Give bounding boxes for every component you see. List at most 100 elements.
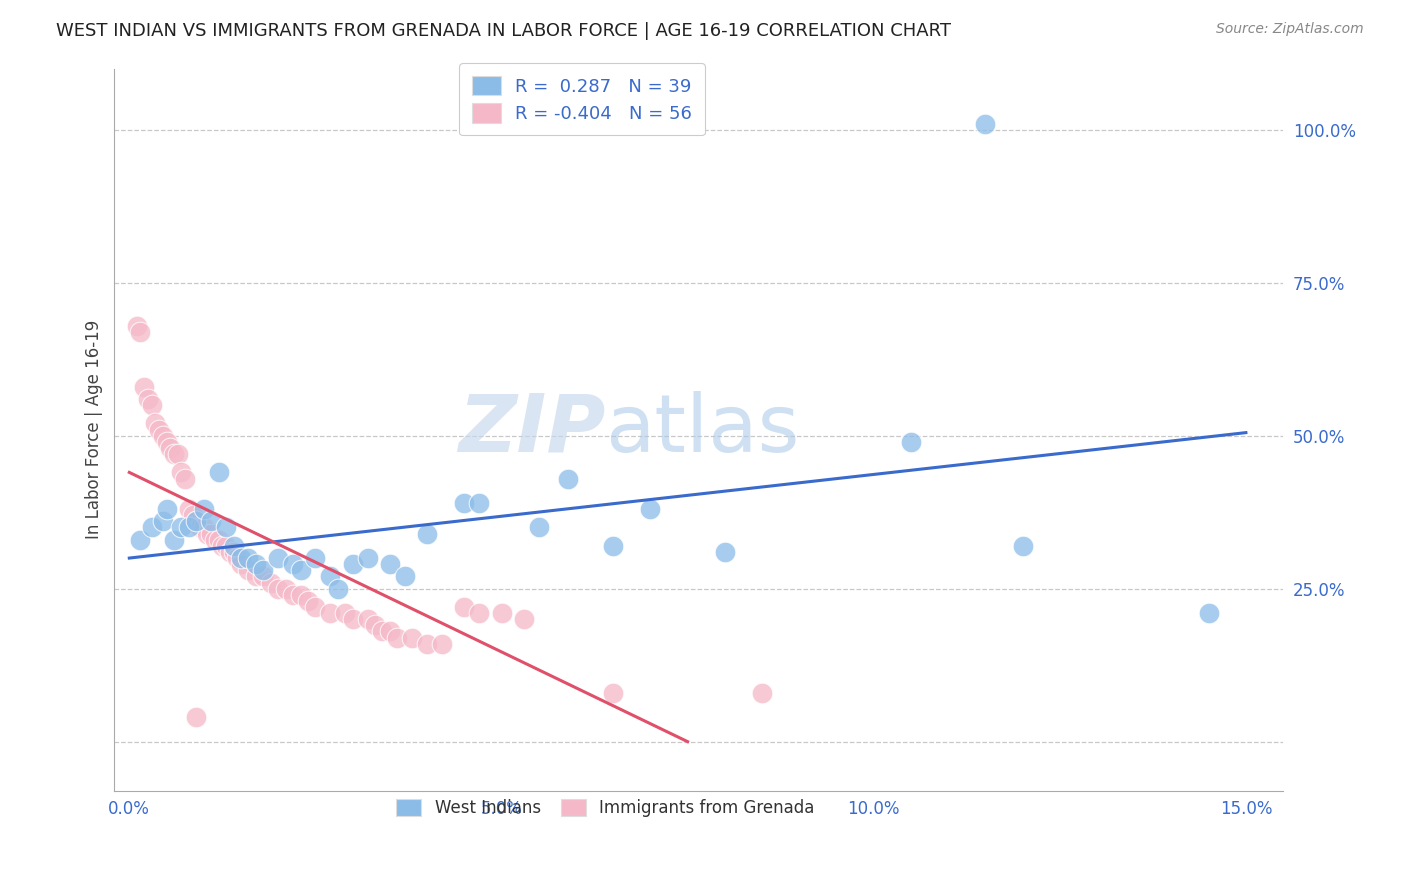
Point — [274, 582, 297, 596]
Point — [304, 600, 326, 615]
Point — [453, 600, 475, 615]
Point — [200, 526, 222, 541]
Text: atlas: atlas — [605, 391, 800, 468]
Legend: West Indians, Immigrants from Grenada: West Indians, Immigrants from Grenada — [388, 791, 823, 826]
Point — [326, 582, 349, 596]
Point — [129, 533, 152, 547]
Point — [557, 471, 579, 485]
Point — [177, 502, 200, 516]
Point — [141, 398, 163, 412]
Point — [281, 557, 304, 571]
Point — [152, 514, 174, 528]
Point — [252, 563, 274, 577]
Point — [229, 551, 252, 566]
Point — [174, 471, 197, 485]
Point — [245, 569, 267, 583]
Point — [290, 563, 312, 577]
Point — [319, 606, 342, 620]
Point — [159, 441, 181, 455]
Point — [186, 710, 208, 724]
Point — [170, 466, 193, 480]
Point — [215, 539, 238, 553]
Point — [491, 606, 513, 620]
Point — [218, 545, 240, 559]
Point — [378, 624, 401, 639]
Point — [430, 637, 453, 651]
Point — [468, 496, 491, 510]
Point — [148, 423, 170, 437]
Point — [200, 514, 222, 528]
Point — [252, 569, 274, 583]
Point — [222, 545, 245, 559]
Point — [304, 551, 326, 566]
Point — [136, 392, 159, 406]
Point — [602, 686, 624, 700]
Point — [356, 551, 378, 566]
Point — [181, 508, 204, 523]
Point — [211, 539, 233, 553]
Point — [364, 618, 387, 632]
Point — [900, 434, 922, 449]
Text: Source: ZipAtlas.com: Source: ZipAtlas.com — [1216, 22, 1364, 37]
Text: WEST INDIAN VS IMMIGRANTS FROM GRENADA IN LABOR FORCE | AGE 16-19 CORRELATION CH: WEST INDIAN VS IMMIGRANTS FROM GRENADA I… — [56, 22, 952, 40]
Point — [342, 557, 364, 571]
Point — [468, 606, 491, 620]
Point — [226, 551, 249, 566]
Point — [204, 533, 226, 547]
Point — [974, 117, 997, 131]
Point — [177, 520, 200, 534]
Point — [193, 502, 215, 516]
Point — [134, 380, 156, 394]
Point — [513, 612, 536, 626]
Point — [401, 631, 423, 645]
Point — [371, 624, 394, 639]
Point — [1198, 606, 1220, 620]
Point — [207, 466, 229, 480]
Point — [267, 551, 290, 566]
Point — [186, 514, 208, 528]
Point — [1011, 539, 1033, 553]
Point — [170, 520, 193, 534]
Point — [281, 588, 304, 602]
Point — [245, 557, 267, 571]
Point — [186, 514, 208, 528]
Point — [319, 569, 342, 583]
Point — [143, 417, 166, 431]
Point — [394, 569, 416, 583]
Point — [416, 526, 439, 541]
Point — [527, 520, 550, 534]
Point — [207, 533, 229, 547]
Point — [222, 539, 245, 553]
Point — [751, 686, 773, 700]
Point — [125, 318, 148, 333]
Point — [290, 588, 312, 602]
Y-axis label: In Labor Force | Age 16-19: In Labor Force | Age 16-19 — [86, 320, 103, 539]
Point — [453, 496, 475, 510]
Point — [238, 551, 260, 566]
Point — [163, 533, 186, 547]
Text: ZIP: ZIP — [458, 391, 605, 468]
Point — [602, 539, 624, 553]
Point — [640, 502, 662, 516]
Point — [193, 520, 215, 534]
Point — [416, 637, 439, 651]
Point — [188, 520, 211, 534]
Point — [141, 520, 163, 534]
Point — [129, 325, 152, 339]
Point — [342, 612, 364, 626]
Point — [229, 557, 252, 571]
Point — [152, 428, 174, 442]
Point — [155, 502, 177, 516]
Point — [335, 606, 357, 620]
Point — [387, 631, 409, 645]
Point — [297, 594, 319, 608]
Point — [260, 575, 283, 590]
Point — [378, 557, 401, 571]
Point — [155, 434, 177, 449]
Point — [163, 447, 186, 461]
Point — [356, 612, 378, 626]
Point — [166, 447, 188, 461]
Point — [215, 520, 238, 534]
Point — [238, 563, 260, 577]
Point — [267, 582, 290, 596]
